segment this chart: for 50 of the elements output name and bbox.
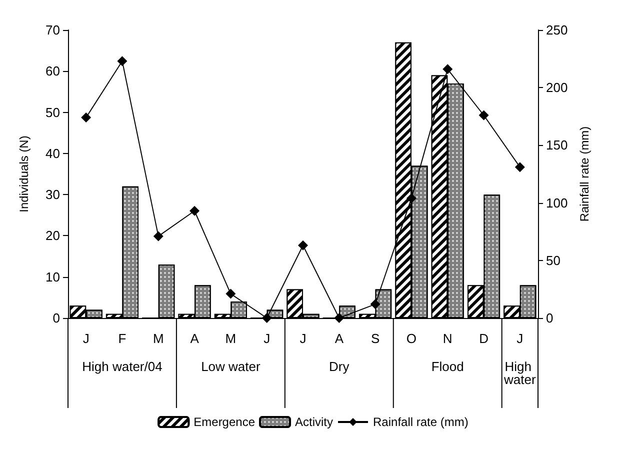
x-tick-label: M bbox=[225, 331, 236, 346]
point bbox=[190, 206, 200, 216]
point bbox=[406, 193, 416, 204]
point bbox=[153, 231, 164, 242]
x-tick-label: J bbox=[82, 331, 90, 346]
x-tick-label: J bbox=[300, 331, 306, 346]
text: High water/04 bbox=[82, 359, 162, 374]
y-axis-title: Individuals (N) bbox=[17, 136, 31, 212]
point bbox=[298, 240, 308, 250]
point bbox=[370, 299, 380, 310]
y2-tick-label: 100 bbox=[546, 195, 568, 210]
legend-label: Emergence bbox=[194, 415, 256, 429]
point bbox=[226, 288, 236, 299]
x-tick-label: O bbox=[406, 331, 417, 346]
y2-tick-label: 50 bbox=[546, 252, 560, 268]
text: High water bbox=[503, 359, 536, 387]
point bbox=[334, 313, 344, 323]
x-tick-label: D bbox=[479, 331, 488, 346]
y-tick-label: 10 bbox=[46, 269, 60, 284]
y-tick-label: 70 bbox=[46, 22, 60, 38]
y2-tick-label: 0 bbox=[546, 310, 554, 326]
x-tick-label: J bbox=[264, 331, 270, 346]
y2-tick-label: 250 bbox=[546, 22, 568, 38]
text: Flood bbox=[431, 359, 464, 374]
y-tick-label: 40 bbox=[46, 146, 60, 161]
x-tick-label: F bbox=[118, 331, 126, 346]
point bbox=[514, 162, 525, 172]
point bbox=[442, 64, 453, 74]
x-tick-label: A bbox=[190, 331, 200, 346]
text: Low water bbox=[201, 359, 261, 374]
y-tick-label: 30 bbox=[46, 187, 60, 202]
y2-axis-title: Rainfall rate (mm) bbox=[578, 126, 592, 222]
legend-label: Rainfall rate (mm) bbox=[373, 415, 468, 429]
x-tick-label: N bbox=[442, 331, 452, 346]
legend-label: Activity bbox=[295, 415, 334, 429]
x-tick-label: A bbox=[334, 331, 344, 346]
point bbox=[478, 110, 489, 120]
point bbox=[262, 313, 272, 323]
y2-tick-label: 200 bbox=[546, 80, 568, 96]
y-tick-label: 0 bbox=[52, 310, 60, 326]
y-tick-label: 50 bbox=[46, 104, 60, 120]
text: Dry bbox=[329, 359, 350, 374]
y2-tick-label: 150 bbox=[546, 138, 568, 153]
point bbox=[81, 112, 92, 123]
x-tick-label: M bbox=[152, 331, 164, 346]
y-tick-label: 20 bbox=[46, 228, 60, 244]
x-tick-label: J bbox=[516, 331, 524, 346]
y-tick-label: 60 bbox=[46, 64, 60, 79]
x-tick-label: S bbox=[370, 331, 380, 346]
point bbox=[117, 56, 128, 66]
